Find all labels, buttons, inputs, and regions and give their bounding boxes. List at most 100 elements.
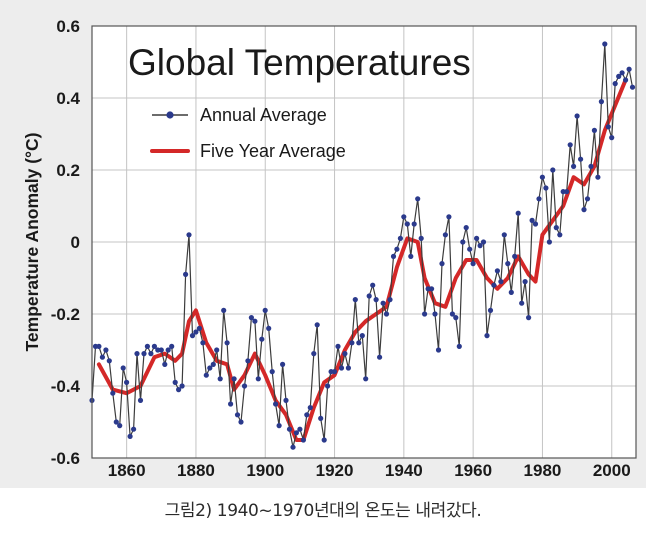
tick-labels: 1860 1880 1900 1920 1940 1960 1980 2000 0.6 0.4 0.…: [51, 17, 631, 480]
annual-data-point: [529, 217, 535, 223]
annual-data-point: [349, 340, 355, 346]
annual-data-point: [193, 329, 199, 335]
annual-data-point: [512, 253, 518, 259]
annual-data-point: [186, 232, 192, 238]
annual-data-point: [383, 311, 390, 317]
annual-data-point: [550, 167, 556, 173]
annual-data-point: [318, 415, 324, 421]
annual-data-point: [269, 369, 275, 375]
x-tick-label: 1900: [246, 461, 284, 480]
annual-data-point: [151, 343, 157, 349]
legend-annual-marker: [166, 111, 174, 119]
annual-data-point: [494, 268, 500, 274]
annual-data-point: [435, 347, 442, 353]
annual-data-point: [196, 325, 202, 331]
annual-data-point: [131, 426, 137, 432]
annual-data-point: [408, 253, 414, 259]
annual-data-point: [498, 279, 504, 285]
annual-data-point: [224, 340, 230, 346]
annual-data-point: [373, 297, 379, 303]
annual-data-point: [564, 189, 570, 195]
annual-data-point: [397, 235, 403, 241]
annual-data-point: [598, 99, 605, 105]
annual-data-point: [342, 351, 348, 357]
x-tick-label: 2000: [593, 461, 631, 480]
annual-data-point: [377, 354, 383, 360]
annual-data-point: [221, 307, 227, 313]
annual-data-point: [584, 196, 591, 202]
annual-data-point: [162, 361, 168, 367]
annual-data-point: [148, 351, 154, 357]
annual-data-point: [266, 325, 272, 331]
annual-data-point: [390, 253, 397, 259]
annual-data-point: [626, 66, 632, 72]
y-axis-title: Temperature Anomaly (°C): [22, 133, 42, 352]
annual-data-point: [338, 365, 345, 371]
annual-data-point: [439, 261, 445, 267]
x-tick-label: 1860: [108, 461, 146, 480]
annual-data-point: [286, 426, 293, 432]
annual-data-point: [158, 347, 164, 353]
y-tick-label: 0.4: [56, 89, 80, 108]
annual-data-point: [359, 333, 365, 339]
annual-data-point: [605, 124, 611, 130]
annual-data-point: [571, 163, 577, 169]
annual-data-point: [280, 361, 286, 367]
annual-data-point: [255, 376, 261, 382]
annual-data-point: [508, 289, 514, 295]
y-tick-label: 0.2: [56, 161, 80, 180]
annual-data-point: [189, 333, 196, 339]
annual-data-point: [106, 358, 112, 364]
annual-data-point: [463, 225, 469, 231]
annual-data-point: [581, 207, 587, 213]
annual-data-point: [546, 239, 553, 245]
annual-data-point: [505, 261, 511, 267]
annual-data-point: [411, 221, 417, 227]
annual-data-point: [612, 81, 618, 87]
annual-data-point: [124, 379, 130, 385]
y-tick-label: -0.6: [51, 449, 80, 468]
annual-data-point: [179, 383, 185, 389]
annual-data-point: [387, 297, 393, 303]
annual-data-point: [401, 214, 407, 220]
annual-data-point: [629, 84, 636, 90]
annual-data-point: [203, 372, 209, 378]
legend-annual-label: Annual Average: [200, 105, 327, 125]
annual-data-point: [200, 340, 206, 346]
annual-data-point: [210, 361, 216, 367]
annual-data-point: [460, 239, 466, 245]
annual-data-point: [283, 397, 289, 403]
annual-data-point: [262, 307, 268, 313]
annual-data-point: [259, 336, 265, 342]
annual-data-point: [207, 365, 213, 371]
annual-data-point: [609, 135, 615, 141]
annual-data-point: [110, 390, 116, 396]
annual-data-point: [297, 426, 303, 432]
annual-data-point: [470, 261, 476, 267]
annual-data-point: [588, 163, 594, 169]
annual-data-point: [380, 300, 386, 306]
annual-data-point: [501, 232, 507, 238]
x-tick-label: 1940: [385, 461, 423, 480]
annual-data-point: [231, 376, 237, 382]
annual-data-point: [183, 271, 189, 277]
annual-data-point: [623, 77, 629, 83]
annual-data-point: [567, 142, 573, 148]
annual-data-point: [172, 379, 178, 385]
annual-data-point: [214, 347, 220, 353]
y-tick-label: -0.2: [51, 305, 80, 324]
annual-data-point: [595, 174, 601, 180]
annual-data-point: [616, 73, 622, 79]
annual-series: [89, 41, 636, 450]
annual-data-point: [234, 412, 241, 418]
annual-data-point: [519, 300, 525, 306]
annual-data-point: [113, 419, 119, 425]
annual-data-point: [252, 318, 258, 324]
annual-data-point: [217, 376, 223, 382]
annual-data-point: [422, 311, 428, 317]
annual-data-point: [370, 282, 376, 288]
x-tick-label: 1880: [177, 461, 215, 480]
annual-data-point: [480, 239, 487, 245]
annual-data-point: [103, 347, 109, 353]
annual-data-point: [335, 343, 341, 349]
